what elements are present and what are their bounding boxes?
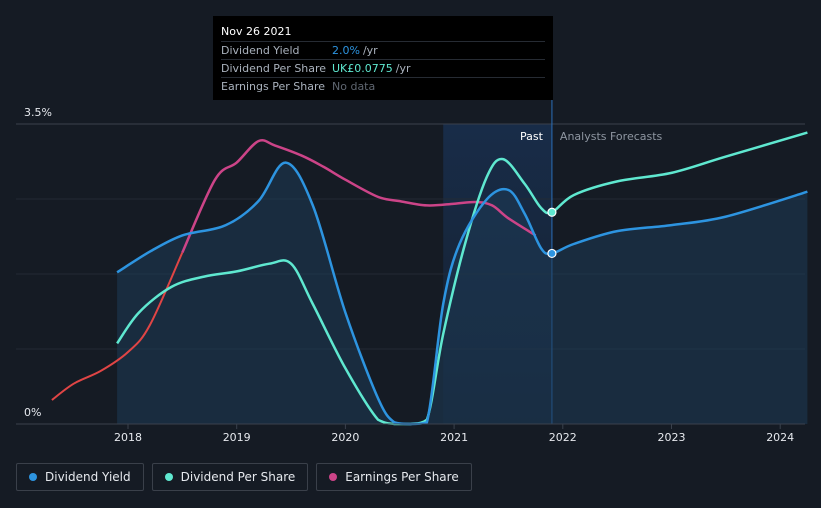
- tooltip-label: Dividend Per Share: [221, 62, 327, 75]
- chart-legend: Dividend Yield Dividend Per Share Earnin…: [16, 463, 472, 491]
- legend-dot-icon: [164, 473, 173, 481]
- y-tick-label-min: 0%: [24, 406, 41, 419]
- legend-item-dividend-per-share[interactable]: Dividend Per Share: [151, 463, 309, 491]
- tooltip-row-dividend-yield: Dividend Yield 2.0% /yr: [221, 41, 545, 59]
- dividend-yield-area: [117, 162, 808, 424]
- dividend-per-share-marker: [547, 207, 557, 217]
- x-tick-label: 2018: [114, 431, 142, 444]
- forecast-label: Analysts Forecasts: [560, 130, 663, 143]
- dividend-yield-marker: [547, 248, 557, 259]
- tooltip-value: No data: [332, 80, 376, 93]
- x-tick-label: 2019: [223, 431, 251, 444]
- tooltip-value: 2.0%: [332, 44, 360, 57]
- earnings-per-share-line-early: [51, 252, 184, 401]
- legend-item-dividend-yield[interactable]: Dividend Yield: [16, 463, 144, 491]
- tooltip-label: Earnings Per Share: [221, 80, 326, 93]
- x-tick-label: 2020: [331, 431, 359, 444]
- x-tick-label: 2023: [658, 431, 686, 444]
- legend-label: Earnings Per Share: [345, 470, 459, 484]
- x-tick-label: 2024: [766, 431, 794, 444]
- tooltip-row-earnings-per-share: Earnings Per Share No data: [221, 77, 545, 95]
- tooltip-value: UK£0.0775: [332, 62, 393, 75]
- dividend-yield-line: [116, 161, 808, 426]
- x-tick-label: 2022: [549, 431, 577, 444]
- chart-tooltip: Nov 26 2021 Dividend Yield 2.0% /yr Divi…: [213, 16, 553, 100]
- past-label: Past: [520, 130, 544, 143]
- tooltip-date: Nov 26 2021: [221, 25, 292, 38]
- legend-label: Dividend Yield: [45, 470, 131, 484]
- tooltip-label: Dividend Yield: [221, 44, 300, 57]
- tooltip-unit: /yr: [395, 62, 411, 75]
- legend-dot-icon: [29, 473, 37, 481]
- legend-dot-icon: [329, 473, 338, 481]
- y-tick-label-max: 3.5%: [24, 106, 52, 119]
- tooltip-unit: /yr: [362, 44, 378, 57]
- legend-label: Dividend Per Share: [180, 470, 296, 484]
- tooltip-row-dividend-per-share: Dividend Per Share UK£0.0775 /yr: [221, 59, 545, 77]
- x-tick-label: 2021: [440, 431, 468, 444]
- legend-item-earnings-per-share[interactable]: Earnings Per Share: [316, 463, 472, 491]
